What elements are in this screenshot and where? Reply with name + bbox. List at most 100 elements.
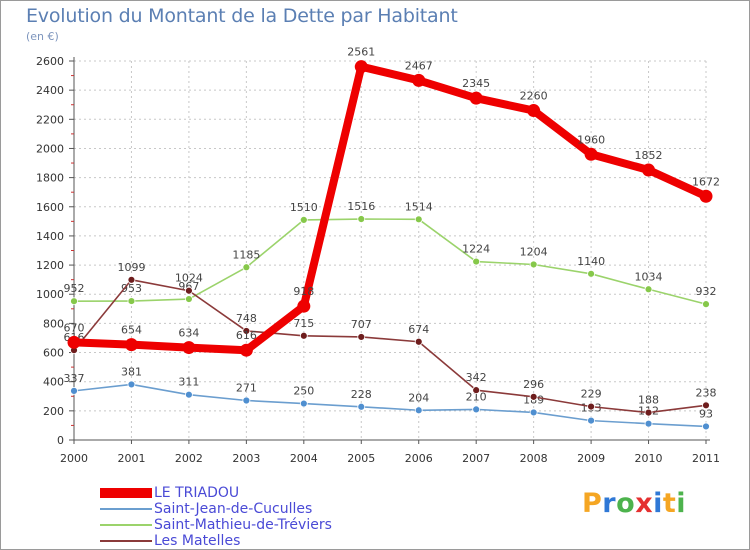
data-point bbox=[127, 380, 136, 389]
data-point bbox=[469, 91, 483, 105]
data-label: 1516 bbox=[347, 200, 375, 213]
legend-label: Saint-Mathieu-de-Tréviers bbox=[154, 517, 332, 533]
y-tick-label: 2400 bbox=[36, 84, 64, 97]
data-point bbox=[529, 392, 538, 401]
y-tick-label: 1400 bbox=[36, 230, 64, 243]
y-tick-label: 200 bbox=[43, 405, 64, 418]
series-les-matelles: 616 1099 1024 748 715 707 674 342 296 229 188 238 bbox=[64, 261, 717, 417]
y-tick-label: 800 bbox=[43, 317, 64, 330]
grid bbox=[73, 60, 707, 440]
logo-letter: i bbox=[676, 488, 687, 519]
legend-swatch bbox=[100, 508, 152, 510]
data-point bbox=[357, 333, 366, 341]
data-point bbox=[127, 297, 136, 305]
data-label: 271 bbox=[236, 381, 257, 394]
data-label: 1514 bbox=[405, 200, 433, 213]
data-point bbox=[70, 386, 78, 395]
y-tick-label: 600 bbox=[43, 347, 64, 360]
x-tick-label: 2003 bbox=[232, 452, 260, 465]
data-label: 674 bbox=[408, 323, 429, 336]
data-label: 381 bbox=[121, 365, 142, 378]
data-point bbox=[529, 260, 538, 269]
data-point bbox=[127, 275, 136, 284]
data-point bbox=[702, 401, 710, 410]
y-tick-label: 2600 bbox=[36, 55, 64, 68]
legend-swatch bbox=[100, 540, 152, 542]
data-label: 932 bbox=[696, 285, 717, 298]
data-point bbox=[642, 163, 656, 177]
x-tick-label: 2002 bbox=[175, 452, 203, 465]
data-point bbox=[242, 396, 251, 405]
data-label: 2561 bbox=[347, 46, 375, 59]
data-point bbox=[644, 285, 653, 294]
data-label: 1672 bbox=[692, 175, 720, 188]
data-label: 228 bbox=[351, 388, 372, 401]
data-point bbox=[239, 343, 253, 357]
data-point bbox=[472, 257, 481, 266]
data-point bbox=[299, 215, 308, 224]
data-label: 918 bbox=[293, 285, 314, 298]
data-point bbox=[185, 286, 193, 295]
data-point bbox=[702, 422, 710, 431]
data-label: 2260 bbox=[520, 90, 548, 103]
data-label: 1510 bbox=[290, 201, 318, 214]
data-label: 1224 bbox=[462, 243, 490, 256]
logo-letter: x bbox=[635, 488, 654, 519]
data-label: 748 bbox=[236, 312, 257, 325]
x-tick-label: 2007 bbox=[462, 452, 490, 465]
data-point bbox=[185, 295, 193, 303]
data-label: 2345 bbox=[462, 77, 490, 90]
data-label: 229 bbox=[581, 388, 602, 401]
data-label: 715 bbox=[293, 317, 314, 330]
data-label: 337 bbox=[64, 372, 85, 385]
data-point bbox=[644, 408, 653, 417]
x-tick-label: 2001 bbox=[117, 452, 145, 465]
logo-letter: P bbox=[582, 488, 603, 519]
data-label: 1204 bbox=[520, 245, 548, 258]
data-point bbox=[414, 215, 423, 224]
data-point bbox=[185, 390, 193, 399]
data-label: 707 bbox=[351, 318, 372, 331]
x-tick-label: 2000 bbox=[60, 452, 88, 465]
data-point bbox=[299, 331, 308, 340]
data-label: 634 bbox=[178, 327, 199, 340]
data-point bbox=[529, 408, 538, 417]
data-point bbox=[702, 300, 710, 309]
data-label: 654 bbox=[121, 324, 142, 337]
y-tick-label: 2000 bbox=[36, 142, 64, 155]
legend-label: Les Matelles bbox=[154, 533, 241, 549]
data-point bbox=[414, 406, 423, 415]
data-point bbox=[242, 327, 251, 335]
proxiti-logo: Proxiti bbox=[582, 488, 686, 519]
data-label: 952 bbox=[64, 282, 85, 295]
data-point bbox=[242, 263, 251, 272]
data-label: 1024 bbox=[175, 272, 203, 285]
data-label: 1185 bbox=[232, 248, 260, 261]
data-point bbox=[124, 338, 138, 352]
series-saint-jean-de-cuculles: 33738131127125022820421018913311293 bbox=[64, 365, 713, 431]
data-point bbox=[70, 297, 78, 306]
chart-subtitle: (en €) bbox=[26, 30, 59, 43]
data-point bbox=[67, 335, 81, 349]
data-point bbox=[584, 147, 598, 161]
data-point bbox=[587, 416, 595, 425]
y-tick-label: 1600 bbox=[36, 201, 64, 214]
series-line bbox=[73, 218, 707, 305]
x-tick-label: 2008 bbox=[520, 452, 548, 465]
data-label: 1099 bbox=[117, 261, 145, 274]
data-point bbox=[472, 405, 481, 414]
data-label: 311 bbox=[178, 376, 199, 389]
data-point bbox=[587, 402, 595, 411]
x-tick-label: 2009 bbox=[577, 452, 605, 465]
data-point bbox=[357, 215, 366, 223]
data-label: 1140 bbox=[577, 255, 605, 268]
logo-letter: i bbox=[653, 488, 663, 519]
data-point bbox=[644, 419, 653, 428]
data-point bbox=[699, 189, 713, 203]
data-label: 93 bbox=[699, 407, 713, 420]
x-tick-label: 2004 bbox=[290, 452, 318, 465]
data-point bbox=[182, 341, 196, 355]
data-point bbox=[297, 299, 311, 313]
